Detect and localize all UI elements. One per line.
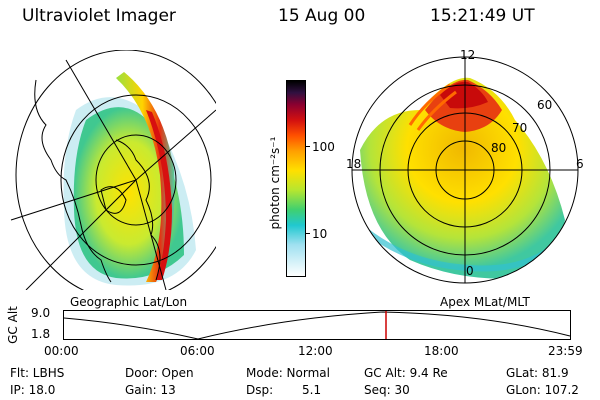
x-tick-0000: 00:00 (44, 344, 79, 358)
info-glon: GLon: 107.2 (506, 383, 579, 397)
instrument-title: Ultraviolet Imager (22, 6, 176, 26)
info-ip: IP: 18.0 (10, 383, 56, 397)
mlt-label-6: 6 (576, 157, 584, 171)
mlat-label-70: 70 (512, 121, 528, 135)
colorbar-unit-label: photon cm⁻²s⁻¹ (268, 136, 282, 230)
x-tick-2359: 23:59 (548, 344, 583, 358)
mlt-label-18: 18 (346, 157, 362, 171)
info-filter: Flt: LBHS (10, 366, 65, 380)
colorbar-tick-100 (305, 146, 310, 147)
mlt-label-0: 0 (466, 264, 474, 278)
info-seq: Seq: 30 (364, 383, 410, 397)
info-gain: Gain: 13 (125, 383, 176, 397)
info-door: Door: Open (125, 366, 194, 380)
info-mode: Mode: Normal (246, 366, 330, 380)
colorbar (286, 80, 306, 277)
x-tick-1800: 18:00 (424, 344, 459, 358)
geographic-aurora-image (10, 50, 216, 290)
colorbar-label-10: 10 (312, 227, 328, 241)
x-tick-0600: 06:00 (180, 344, 215, 358)
info-dsp-label: Dsp: (246, 383, 274, 397)
info-dsp-value: 5.1 (302, 383, 322, 397)
x-tick-1200: 12:00 (298, 344, 333, 358)
mlat-label-80: 80 (491, 141, 507, 155)
left-panel-caption: Geographic Lat/Lon (70, 295, 188, 309)
altitude-y-top: 9.0 (31, 306, 51, 320)
altitude-ylabel: GC Alt (6, 306, 20, 344)
altitude-y-bottom: 1.8 (31, 327, 51, 341)
time-label: 15:21:49 UT (430, 6, 535, 26)
polar-aurora-plot (351, 56, 579, 284)
mlt-label-12: 12 (460, 48, 476, 62)
info-glat: GLat: 81.9 (506, 366, 569, 380)
info-gc-alt: GC Alt: 9.4 Re (364, 366, 448, 380)
date-label: 15 Aug 00 (278, 6, 366, 26)
colorbar-tick-10 (305, 233, 310, 234)
right-panel-caption: Apex MLat/MLT (440, 295, 530, 309)
colorbar-label-100: 100 (312, 140, 335, 154)
altitude-plot (63, 310, 571, 340)
mlat-label-60: 60 (537, 98, 553, 112)
